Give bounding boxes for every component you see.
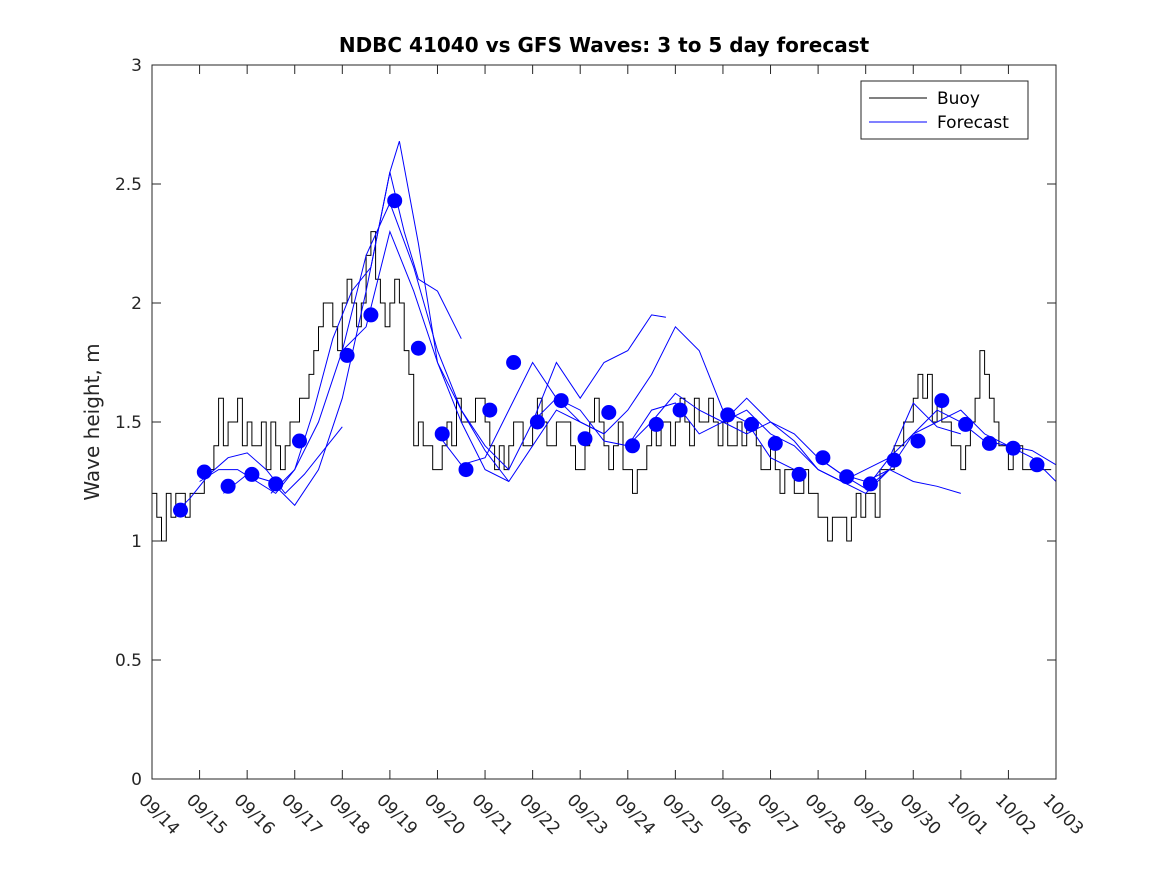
chart-title: NDBC 41040 vs GFS Waves: 3 to 5 day fore… (339, 33, 870, 57)
forecast-line-1 (175, 426, 343, 513)
y-tick-label: 1.5 (115, 413, 142, 433)
forecast-point (839, 469, 855, 485)
forecast-point (1005, 440, 1021, 456)
buoy-series (152, 231, 1052, 542)
forecast-point (744, 416, 759, 432)
forecast-line-5 (341, 201, 666, 471)
forecast-point (958, 416, 974, 432)
forecast-line-11 (865, 469, 961, 494)
forecast-point (363, 307, 379, 323)
forecast-point (529, 414, 545, 430)
forecast-point (862, 476, 878, 492)
forecast-point (292, 433, 307, 449)
forecast-points-group (173, 193, 1045, 518)
forecast-point (791, 466, 807, 482)
forecast-point (934, 393, 950, 409)
forecast-point (387, 193, 403, 209)
legend-forecast-label: Forecast (937, 113, 1009, 133)
forecast-point (482, 402, 498, 418)
y-axis-label: Wave height, m (80, 343, 104, 500)
forecast-point (601, 405, 617, 420)
legend-box (860, 80, 1029, 140)
forecast-point (173, 502, 188, 518)
forecast-point (672, 402, 688, 418)
forecast-point (458, 462, 474, 478)
forecast-point (196, 464, 212, 480)
forecast-point (625, 438, 640, 454)
y-tick-label: 2.5 (115, 175, 142, 195)
forecast-point (910, 433, 926, 449)
y-tick-label: 0 (131, 770, 142, 790)
forecast-point (648, 416, 664, 432)
forecast-point (886, 452, 902, 468)
y-tick-label: 0.5 (115, 651, 142, 671)
forecast-point (720, 407, 736, 423)
buoy-line (152, 231, 1052, 542)
forecast-point (553, 393, 569, 409)
forecast-point (815, 450, 831, 466)
y-tick-label: 1 (131, 532, 142, 552)
y-axis-ticks: 0 0.5 1 1.5 2 2.5 3 (115, 56, 1056, 790)
forecast-point (339, 347, 355, 363)
forecast-point (220, 478, 236, 494)
forecast-point (244, 466, 260, 482)
forecast-point (1029, 457, 1045, 473)
forecast-point (577, 431, 593, 447)
forecast-line-2 (199, 171, 462, 495)
legend: Buoy Forecast (860, 80, 1029, 140)
forecast-point (268, 476, 284, 492)
forecast-point (981, 435, 997, 451)
forecast-point (506, 355, 522, 370)
forecast-line-4 (270, 229, 605, 494)
forecast-point (410, 340, 426, 356)
y-tick-label: 2 (131, 294, 142, 314)
forecast-point (434, 426, 450, 442)
legend-buoy-label: Buoy (937, 89, 980, 109)
forecast-point (767, 435, 783, 451)
y-tick-label: 3 (131, 56, 142, 76)
